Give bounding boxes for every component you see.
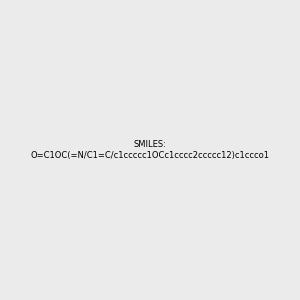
Text: SMILES:
O=C1OC(=N/C1=C/c1ccccc1OCc1cccc2ccccc12)c1ccco1: SMILES: O=C1OC(=N/C1=C/c1ccccc1OCc1cccc2… — [31, 140, 269, 160]
